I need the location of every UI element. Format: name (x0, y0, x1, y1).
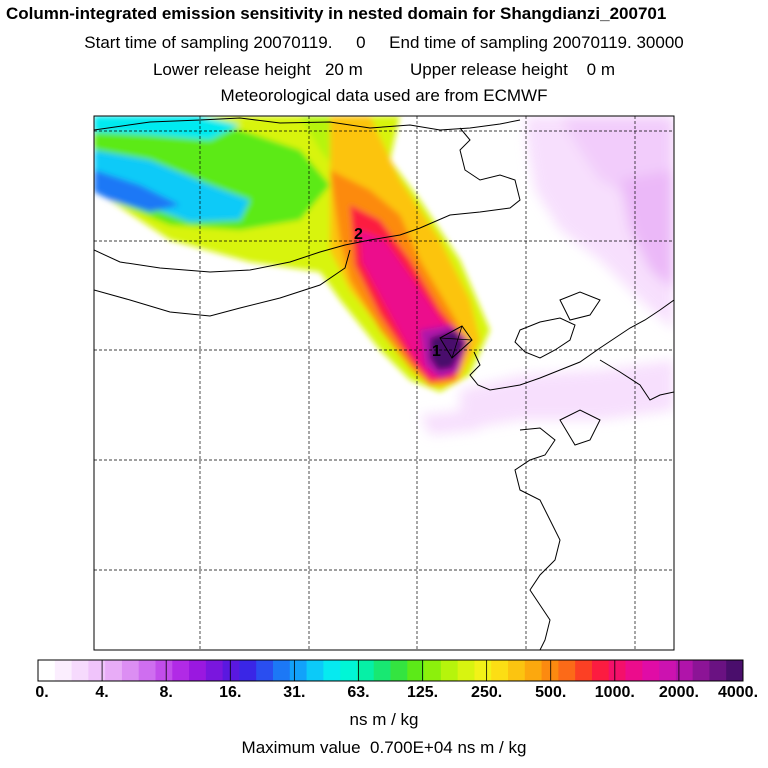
colorbar-swatch (289, 660, 308, 681)
colorbar-swatch (692, 660, 710, 681)
map-title: Column-integrated emission sensitivity i… (6, 4, 667, 23)
colorbar-swatch (457, 660, 475, 681)
colorbar-swatch (239, 660, 257, 681)
colorbar-swatch (222, 660, 240, 681)
maximum-value-line: Maximum value 0.700E+04 ns m / kg (241, 738, 527, 757)
colorbar-swatch (88, 660, 106, 681)
colorbar-tick-label: 4000. (717, 684, 759, 701)
colorbar-frame (37, 659, 744, 682)
colorbar-swatch (306, 660, 324, 681)
colorbar-tick-label: 125. (406, 684, 439, 701)
colorbar-swatch (71, 660, 89, 681)
colorbar-swatch (38, 660, 56, 681)
colorbar-tick-label: 8. (159, 684, 173, 701)
colorbar-swatch (172, 660, 190, 681)
colorbar-tick-label: 4. (95, 684, 109, 701)
colorbar-swatch (256, 660, 274, 681)
colorbar-swatch (424, 660, 442, 681)
colorbar-swatch (54, 660, 73, 681)
colorbar-units: ns m / kg (349, 710, 419, 729)
sensitivity-field (94, 116, 674, 435)
colorbar-swatch (726, 660, 744, 681)
colorbar-swatch (541, 660, 559, 681)
colorbar-tick-label: 2000. (658, 684, 699, 701)
colorbar-tick-label: 500. (535, 684, 567, 701)
colorbar-swatch (138, 660, 156, 681)
colorbar-swatch (558, 660, 576, 681)
colorbar-tick-label: 1000. (594, 684, 635, 701)
colorbar-swatch (474, 660, 492, 681)
colorbar-swatch (407, 660, 425, 681)
colorbar-swatch (625, 660, 643, 681)
colorbar-swatch (340, 660, 358, 681)
colorbar-swatch (323, 660, 341, 681)
colorbar-swatch (155, 660, 173, 681)
colorbar (37, 660, 744, 681)
met-data-line: Meteorological data used are from ECMWF (220, 86, 548, 105)
colorbar-swatch (189, 660, 207, 681)
colorbar-swatch (121, 660, 140, 681)
colorbar-swatch (675, 660, 694, 681)
colorbar-tick-label: 16. (219, 684, 242, 701)
receptor-box (439, 325, 473, 359)
sampling-time-line: Start time of sampling 20070119. 0 End t… (84, 33, 684, 52)
colorbar-swatch (608, 660, 626, 681)
colorbar-tick-label: 250. (471, 684, 503, 701)
colorbar-swatch (575, 660, 593, 681)
map-frame (93, 115, 675, 651)
colorbar-swatch (205, 660, 224, 681)
colorbar-swatch (508, 660, 526, 681)
colorbar-swatch (591, 660, 610, 681)
colorbar-swatch (709, 660, 727, 681)
point-label-2: 2 (354, 226, 363, 243)
colorbar-tick-label: 31. (283, 684, 306, 701)
colorbar-swatch (373, 660, 391, 681)
colorbar-swatch (659, 660, 677, 681)
colorbar-swatch (524, 660, 543, 681)
colorbar-swatch (642, 660, 660, 681)
colorbar-swatch (390, 660, 408, 681)
colorbar-swatch (356, 660, 375, 681)
colorbar-tick-label: 63. (347, 684, 370, 701)
colorbar-swatch (440, 660, 459, 681)
release-height-line: Lower release height 20 m Upper release … (152, 60, 616, 79)
colorbar-tick-label: 0. (35, 684, 49, 701)
colorbar-swatch (105, 660, 123, 681)
point-label-1: 1 (432, 343, 441, 360)
colorbar-swatch (273, 660, 291, 681)
colorbar-swatch (491, 660, 509, 681)
coastlines (94, 117, 674, 650)
